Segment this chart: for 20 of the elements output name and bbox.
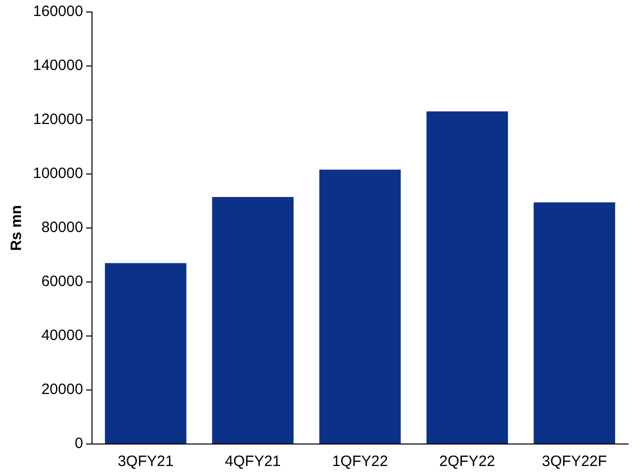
x-tick-label: 4QFY21 [224, 453, 281, 470]
bar [534, 202, 616, 444]
y-tick-label: 40000 [41, 327, 84, 344]
x-tick-label: 3QFY21 [118, 453, 174, 470]
y-tick-label: 100000 [32, 165, 84, 182]
y-axis-title: Rs mn [8, 205, 26, 251]
y-tick-label: 160000 [32, 3, 84, 20]
y-tick-label: 20000 [41, 381, 84, 398]
bar [104, 263, 186, 444]
bar [319, 170, 401, 444]
bar [212, 196, 294, 444]
x-tick-label: 3QFY22F [542, 453, 607, 470]
y-tick-label: 0 [74, 435, 84, 452]
y-tick-label: 60000 [41, 273, 84, 290]
x-tick-label: 1QFY22 [332, 453, 388, 470]
bar [426, 111, 508, 444]
y-tick-label: 80000 [41, 219, 84, 236]
x-tick-label: 2QFY22 [439, 453, 496, 470]
y-tick-label: 120000 [32, 111, 84, 128]
y-tick-label: 140000 [32, 57, 84, 74]
